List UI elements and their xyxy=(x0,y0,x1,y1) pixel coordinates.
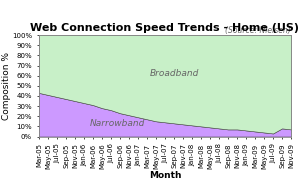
Title: Web Connection Speed Trends - Home (US): Web Connection Speed Trends - Home (US) xyxy=(31,23,299,33)
X-axis label: Month: Month xyxy=(149,171,181,180)
Y-axis label: Composition %: Composition % xyxy=(2,52,10,120)
Text: Narrowband: Narrowband xyxy=(90,119,145,128)
Text: Broadband: Broadband xyxy=(150,69,200,78)
Text: (Source: Nielsen): (Source: Nielsen) xyxy=(225,26,291,35)
